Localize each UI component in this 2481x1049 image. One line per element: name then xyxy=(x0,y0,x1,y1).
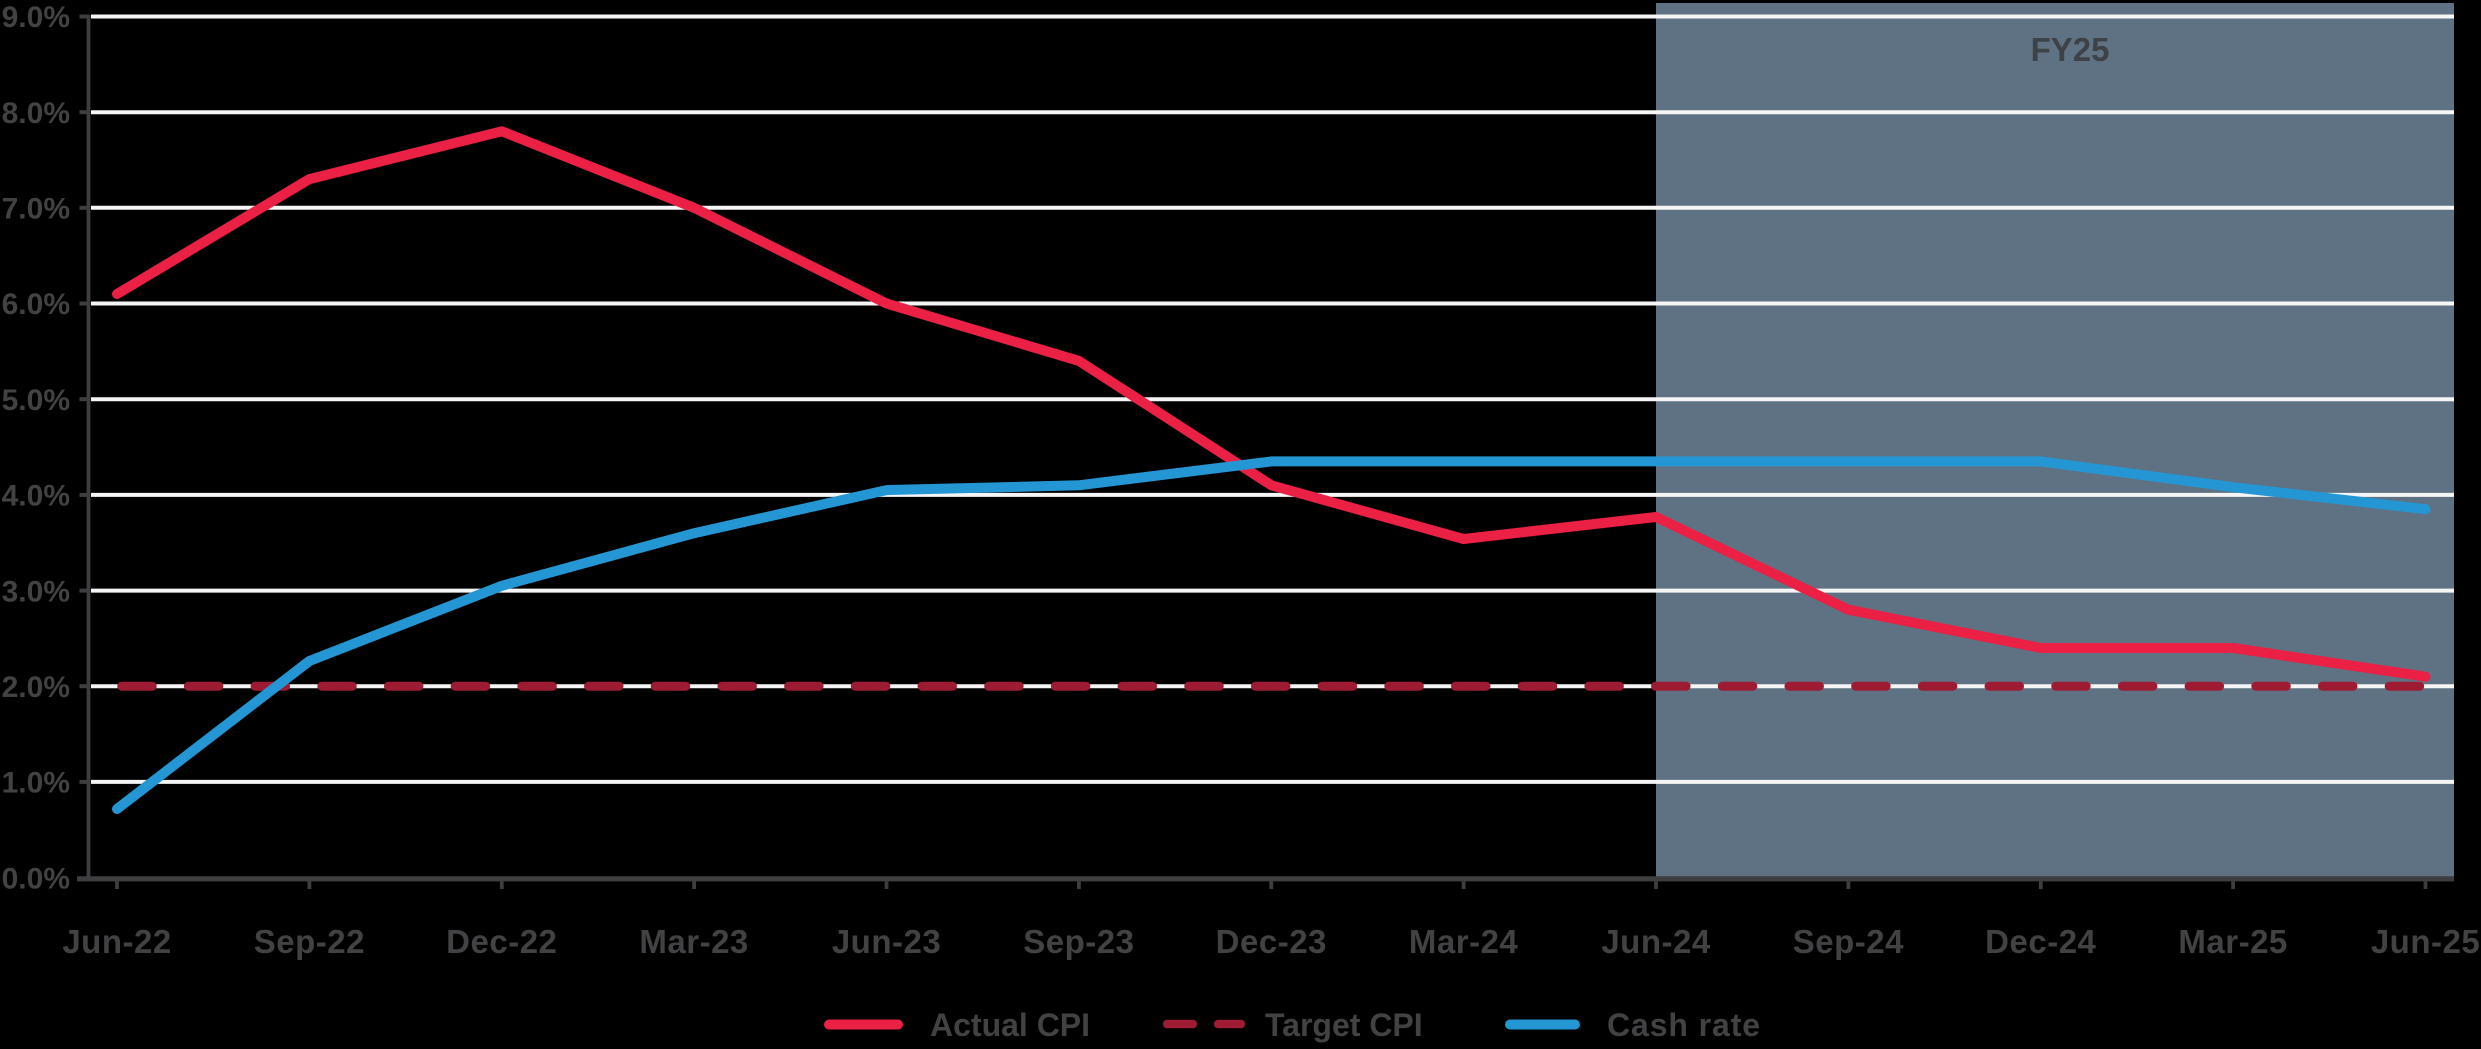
svg-text:Target CPI: Target CPI xyxy=(1265,1007,1423,1043)
svg-text:2.0%: 2.0% xyxy=(2,671,70,704)
svg-text:Sep-22: Sep-22 xyxy=(254,923,365,960)
svg-text:Jun-23: Jun-23 xyxy=(832,923,941,960)
svg-text:Jun-22: Jun-22 xyxy=(62,923,171,960)
svg-text:Sep-24: Sep-24 xyxy=(1793,923,1904,960)
svg-text:6.0%: 6.0% xyxy=(2,288,70,321)
svg-text:Dec-24: Dec-24 xyxy=(1985,923,2096,960)
svg-text:Jun-24: Jun-24 xyxy=(1601,923,1711,960)
svg-text:8.0%: 8.0% xyxy=(2,97,70,130)
svg-text:Mar-24: Mar-24 xyxy=(1409,923,1519,960)
svg-text:Actual CPI: Actual CPI xyxy=(930,1007,1090,1043)
svg-text:7.0%: 7.0% xyxy=(2,193,70,226)
svg-text:FY25: FY25 xyxy=(2031,31,2110,68)
svg-text:3.0%: 3.0% xyxy=(2,575,70,608)
svg-text:4.0%: 4.0% xyxy=(2,480,70,513)
svg-text:9.0%: 9.0% xyxy=(2,1,70,34)
svg-text:Mar-25: Mar-25 xyxy=(2178,923,2287,960)
svg-text:1.0%: 1.0% xyxy=(2,767,70,800)
svg-text:Cash rate: Cash rate xyxy=(1607,1007,1761,1043)
svg-text:Dec-22: Dec-22 xyxy=(446,923,557,960)
svg-text:0.0%: 0.0% xyxy=(2,862,70,895)
svg-text:Mar-23: Mar-23 xyxy=(639,923,748,960)
svg-text:5.0%: 5.0% xyxy=(2,384,70,417)
svg-text:Jun-25: Jun-25 xyxy=(2371,923,2480,960)
svg-text:Sep-23: Sep-23 xyxy=(1023,923,1134,960)
svg-text:Dec-23: Dec-23 xyxy=(1216,923,1327,960)
